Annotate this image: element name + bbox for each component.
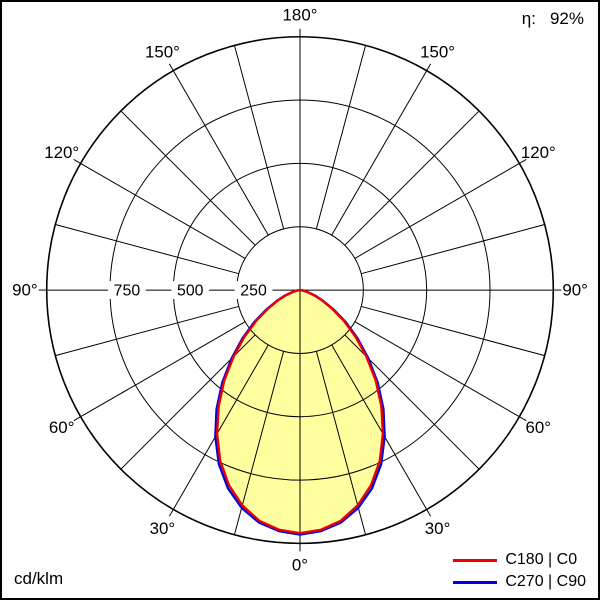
legend-item-c270-c90: C270 | C90 xyxy=(453,571,586,593)
angle-label: 150° xyxy=(420,42,455,61)
angle-label: 90° xyxy=(12,281,38,300)
angle-labels: 0° 30° 30° 60° 60° 90° 90° 120° 120° 150° 150° 180° xyxy=(12,5,588,574)
curve-c180-c0 xyxy=(215,288,385,535)
intensity-curves xyxy=(214,288,386,536)
legend: C180 | C0 C270 | C90 xyxy=(453,549,586,593)
angle-label: 0° xyxy=(292,556,308,575)
unit-label: cd/klm xyxy=(14,569,64,588)
angle-label: 60° xyxy=(49,418,75,437)
efficiency-value: 92% xyxy=(549,9,584,28)
legend-line-blue xyxy=(453,580,498,584)
radial-label: 500 xyxy=(177,283,204,300)
angle-label: 30° xyxy=(425,519,451,538)
angle-label: 150° xyxy=(145,42,180,61)
angle-label: 30° xyxy=(150,519,176,538)
radial-axis-labels: 250 500 750 xyxy=(108,281,273,300)
polar-grid xyxy=(38,28,562,552)
legend-label-c180-c0: C180 | C0 xyxy=(505,551,578,568)
angle-label: 60° xyxy=(526,418,552,437)
legend-label-c270-c90: C270 | C90 xyxy=(505,573,586,590)
angle-label: 120° xyxy=(521,143,556,162)
efficiency-readout: η: 92% xyxy=(522,9,584,29)
angle-label: 120° xyxy=(44,143,79,162)
legend-item-c180-c0: C180 | C0 xyxy=(453,549,586,571)
efficiency-label: η: xyxy=(521,9,536,28)
angle-label: 90° xyxy=(562,281,588,300)
radial-label: 250 xyxy=(240,283,267,300)
legend-line-red xyxy=(453,558,498,562)
radial-label: 750 xyxy=(114,283,141,300)
angle-label: 180° xyxy=(283,5,318,24)
